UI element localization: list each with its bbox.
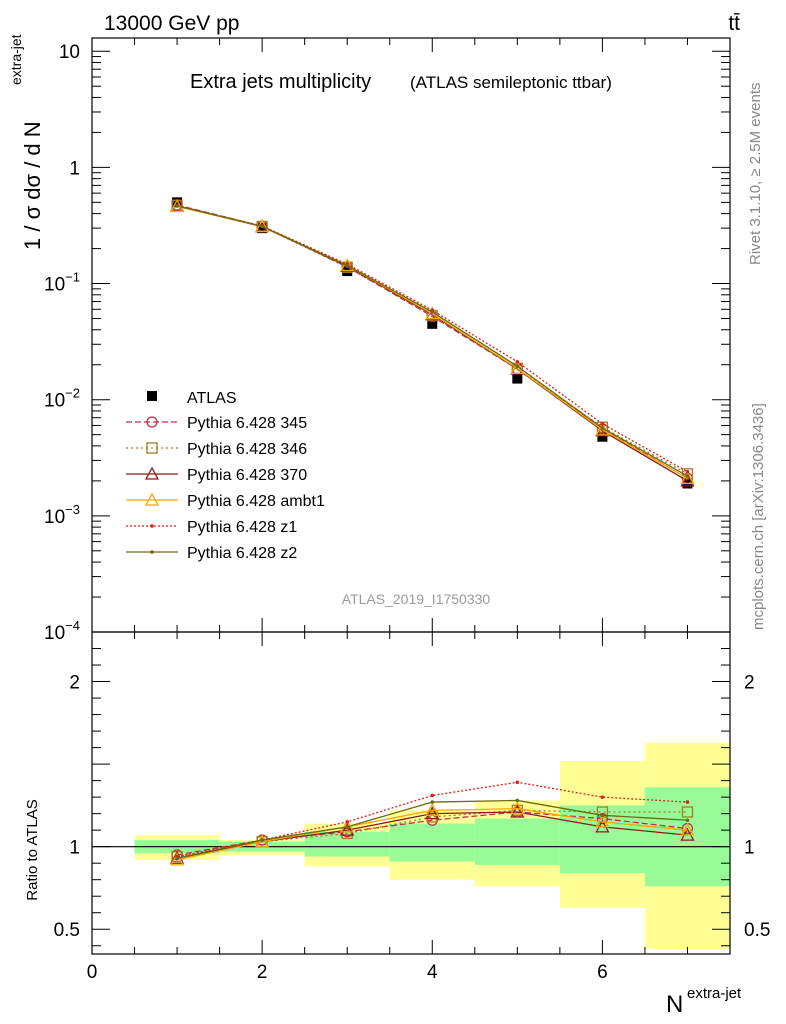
ratio-y-tick-label-right-0.5: 0.5 [744,920,770,941]
main-y-axis-label: 1 / σ dσ / d N extra-jet [8,34,45,250]
legend-label-pythia-6-428-ambt1: Pythia 6.428 ambt1 [187,493,325,510]
series-point-pythia-6-428-z1-5 [515,359,520,364]
main-y-tick-label-2: 10−1 [44,270,80,296]
legend-marker-atlas [147,391,157,401]
ratio-point-pythia-6-428-ambt1-1 [169,852,185,866]
series-point-pythia-6-428-ambt1-7 [680,471,695,485]
series-point-pythia-6-428-z2-5 [515,364,520,369]
atlas-data-point-5 [512,373,523,384]
ratio-band-green-4 [389,823,475,862]
plot-subtitle: (ATLAS semileptonic ttbar) [410,73,612,92]
plot-title: Extra jets multiplicity [190,71,371,93]
ratio-point-pythia-6-428-z2-7 [685,818,690,823]
legend-label-pythia-6-428-346: Pythia 6.428 346 [187,441,307,458]
atlas-data-point-6 [597,431,608,442]
legend-label-pythia-6-428-345: Pythia 6.428 345 [187,415,307,432]
x-tick-label-4: 4 [427,962,438,983]
legend-label-pythia-6-428-z1: Pythia 6.428 z1 [187,519,297,536]
process-label: tt̄ [728,12,740,35]
legend-marker-pythia-6-428-346 [146,442,158,454]
analysis-watermark: ATLAS_2019_I1750330 [342,591,491,607]
ratio-point-pythia-6-428-z1-7 [685,800,690,804]
series-line-pythia-6-428-370 [176,205,688,482]
ratio-y-tick-label-right-1: 1 [744,838,755,859]
series-point-pythia-6-428-370-7 [680,473,695,487]
series-point-pythia-6-428-z1-7 [685,469,690,474]
series-point-pythia-6-428-z2-2 [260,224,264,229]
series-line-pythia-6-428-345 [176,204,688,479]
legend: ATLAS Pythia 6.428 345 Pythia 6.428 346 Pyt… [126,390,325,562]
x-tick-label-2: 2 [257,962,268,983]
ratio-point-pythia-6-428-z2-4 [430,800,435,804]
ratio-y-axis-label: Ratio to ATLAS [24,799,41,900]
ratio-point-pythia-6-428-370-4 [425,806,440,820]
ratio-point-pythia-6-428-z1-4 [430,793,435,798]
main-y-tick-label-0: 10 [59,42,80,63]
series-point-pythia-6-428-z2-6 [600,426,605,430]
main-y-axis-label-sup: extra-jet [8,34,24,85]
series-point-pythia-6-428-z2-1 [175,204,179,208]
mcplots-label: mcplots.cern.ch [arXiv:1306.3436] [750,403,767,630]
series-point-pythia-6-428-z2-7 [685,474,690,478]
legend-marker-pythia-6-428-370 [144,466,160,480]
ratio-point-pythia-6-428-ambt1-7 [680,822,695,836]
x-axis-label: N [666,991,683,1018]
x-tick-label-6: 6 [597,962,608,983]
energy-label: 13000 GeV pp [104,12,239,35]
main-plot-panel: Extra jets multiplicity (ATLAS semilepto… [8,34,731,644]
ratio-y-tick-label-left-0.5: 0.5 [54,920,80,941]
ratio-point-pythia-6-428-ambt1-4 [425,802,440,816]
ratio-point-pythia-6-428-z2-2 [260,838,264,842]
legend-marker-pythia-6-428-z2 [150,550,154,554]
series-line-pythia-6-428-ambt1 [176,205,688,479]
main-y-axis-label-text: 1 / σ dσ / d N [20,121,45,250]
legend-label-pythia-6-428-z2: Pythia 6.428 z2 [187,545,297,562]
ratio-point-pythia-6-428-z2-6 [600,813,605,818]
atlas-data-point-1 [172,197,183,208]
ratio-point-pythia-6-428-z2-3 [345,825,350,829]
ratio-band-green-3 [304,831,390,857]
legend-marker-pythia-6-428-ambt1 [144,492,160,506]
ratio-plot-frame [91,631,731,955]
ratio-point-pythia-6-428-z2-5 [515,798,520,803]
series-point-pythia-6-428-z1-6 [600,422,605,426]
rivet-label: Rivet 3.1.10, ≥ 2.5M events [747,83,764,266]
legend-marker-pythia-6-428-345 [146,416,158,428]
legend-marker-pythia-6-428-z1 [150,524,154,528]
ratio-point-pythia-6-428-346-7 [681,806,694,818]
ratio-band-green-5 [474,818,560,865]
x-axis-label-sup: extra-jet [687,985,742,1002]
ratio-point-pythia-6-428-ambt1-6 [595,814,610,828]
ratio-point-pythia-6-428-z2-1 [175,856,179,861]
ratio-plot-panel: Ratio to ATLAS N extra-jet 0 2 4 6 0.5 0.5 1 1 2… [24,631,770,1018]
series-point-pythia-6-428-ambt1-3 [340,258,355,272]
series-point-pythia-6-428-z2-4 [430,310,435,314]
legend-label-pythia-6-428-370: Pythia 6.428 370 [187,467,307,484]
x-tick-label-0: 0 [87,962,98,983]
atlas-data-point-2 [257,223,268,234]
main-y-tick-label-3: 10−2 [44,386,80,412]
legend-label-atlas: ATLAS [187,390,237,407]
ratio-point-pythia-6-428-z1-6 [600,795,605,799]
main-y-tick-label-1: 1 [69,158,80,179]
main-y-tick-label-5: 10−4 [44,618,80,644]
main-plot-frame [91,37,731,633]
series-point-pythia-6-428-346-3 [341,261,353,273]
ratio-point-pythia-6-428-z1-5 [515,780,520,785]
ratio-point-pythia-6-428-370-5 [510,804,525,818]
ratio-y-tick-label-right-2: 2 [744,673,755,694]
ratio-y-tick-label-left-1: 1 [69,838,80,859]
main-y-tick-label-4: 10−3 [44,502,80,528]
ratio-point-pythia-6-428-z1-3 [345,820,350,824]
ratio-y-tick-label-left-2: 2 [69,673,80,694]
ratio-point-pythia-6-428-ambt1-5 [510,801,525,815]
series-point-pythia-6-428-z2-3 [345,263,350,268]
series-point-pythia-6-428-ambt1-1 [169,198,185,212]
atlas-data-point-4 [427,318,438,329]
ratio-point-pythia-6-428-370-3 [340,822,355,836]
